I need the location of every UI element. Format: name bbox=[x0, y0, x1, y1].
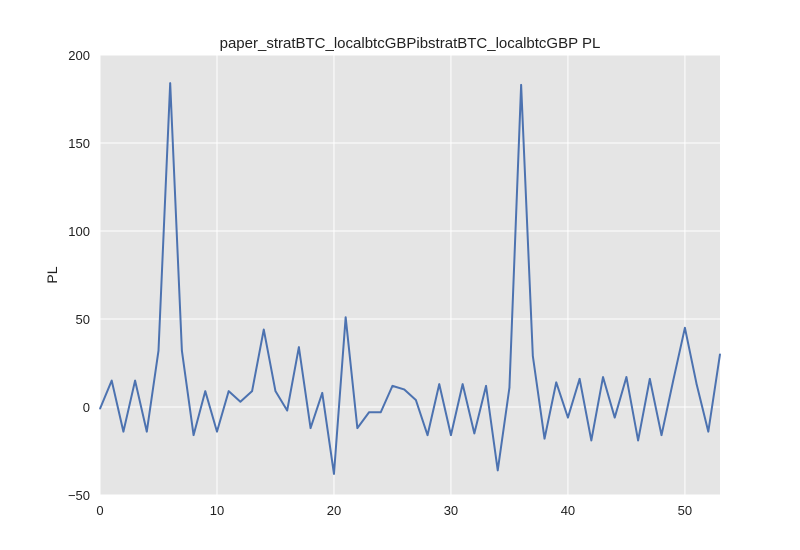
data-point bbox=[438, 383, 441, 385]
data-point bbox=[684, 327, 686, 329]
y-tick-labels: −50 0 50 100 150 200 bbox=[68, 48, 90, 503]
data-point bbox=[426, 434, 429, 436]
data-point bbox=[274, 390, 277, 392]
x-tick-label: 50 bbox=[678, 503, 692, 518]
y-tick-label: 0 bbox=[83, 400, 90, 415]
data-point bbox=[344, 316, 347, 319]
data-point bbox=[649, 378, 651, 380]
grid-lines bbox=[99, 54, 720, 496]
data-point bbox=[613, 416, 616, 419]
series-line bbox=[99, 82, 721, 475]
chart-title: paper_stratBTC_localbtcGBPibstratBTC_loc… bbox=[220, 35, 601, 52]
data-point bbox=[415, 399, 417, 401]
data-point bbox=[192, 434, 195, 436]
data-point bbox=[707, 430, 710, 433]
data-point bbox=[181, 349, 183, 352]
data-point bbox=[461, 383, 464, 385]
data-point bbox=[239, 400, 242, 403]
x-tick-label: 10 bbox=[210, 503, 224, 518]
data-point bbox=[321, 392, 324, 394]
data-point bbox=[286, 409, 288, 412]
data-point bbox=[543, 437, 546, 440]
x-tick-label: 20 bbox=[327, 503, 341, 518]
plot-background bbox=[100, 55, 720, 495]
data-point bbox=[602, 376, 604, 378]
data-point bbox=[660, 434, 663, 436]
x-tick-label: 30 bbox=[444, 503, 458, 518]
data-point bbox=[625, 376, 628, 378]
data-point bbox=[403, 388, 405, 391]
data-point bbox=[695, 383, 698, 385]
data-point bbox=[567, 416, 569, 419]
y-tick-label: −50 bbox=[68, 488, 90, 503]
data-point bbox=[532, 355, 534, 357]
y-tick-label: 200 bbox=[68, 48, 90, 63]
data-point bbox=[368, 411, 370, 414]
data-point bbox=[298, 346, 300, 348]
data-point bbox=[157, 349, 160, 352]
y-tick-label: 100 bbox=[68, 224, 90, 239]
y-tick-label: 50 bbox=[76, 312, 90, 327]
data-point bbox=[169, 82, 171, 84]
data-point bbox=[637, 439, 639, 442]
data-point bbox=[719, 353, 721, 356]
data-point bbox=[450, 434, 452, 436]
data-point bbox=[672, 379, 675, 382]
data-point bbox=[262, 328, 265, 331]
y-axis-label: PL bbox=[44, 266, 60, 283]
data-point bbox=[379, 411, 382, 414]
data-point bbox=[309, 427, 312, 429]
data-point bbox=[227, 390, 230, 392]
data-point bbox=[555, 381, 558, 384]
data-point bbox=[496, 469, 499, 472]
data-point bbox=[356, 427, 359, 429]
data-point bbox=[251, 390, 253, 392]
data-point bbox=[508, 386, 511, 389]
data-point bbox=[122, 430, 125, 433]
data-point bbox=[578, 378, 581, 380]
data-point bbox=[520, 84, 522, 86]
data-point bbox=[216, 430, 218, 433]
x-tick-label: 40 bbox=[561, 503, 575, 518]
data-point bbox=[134, 379, 136, 382]
data-point bbox=[485, 385, 487, 387]
data-point bbox=[145, 430, 148, 433]
x-tick-label: 0 bbox=[96, 503, 103, 518]
data-point bbox=[473, 432, 476, 435]
data-point bbox=[110, 379, 113, 382]
data-point bbox=[391, 385, 394, 387]
series-layer bbox=[99, 82, 721, 475]
data-point bbox=[333, 473, 335, 475]
y-tick-label: 150 bbox=[68, 136, 90, 151]
x-tick-labels: 0 10 20 30 40 50 bbox=[96, 503, 692, 518]
data-point bbox=[590, 439, 593, 442]
data-point bbox=[99, 407, 101, 410]
data-point bbox=[204, 390, 207, 392]
